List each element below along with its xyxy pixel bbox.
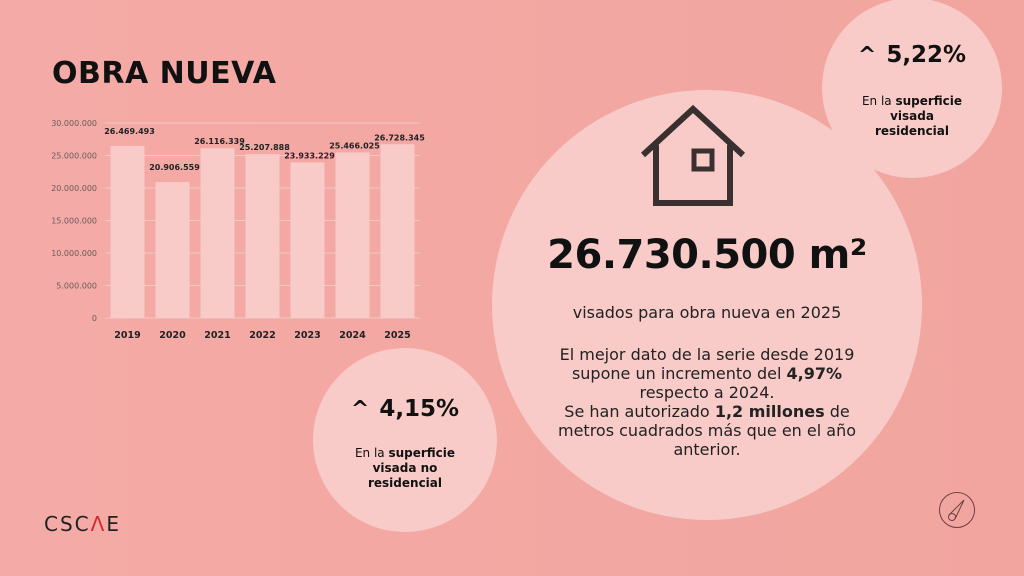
bar-chart: 0 5.000.000 10.000.000 15.000.000 20.000.000… (51, 119, 425, 341)
x-tick-label: 2019 (114, 330, 140, 341)
residencial-circle: ^ 5,22% En la superficie visada residenci… (822, 0, 1002, 178)
x-tick-label: 2020 (159, 330, 186, 341)
bar-2023 (290, 162, 325, 318)
data-label: 20.906.559 (149, 163, 200, 172)
cscae-logo: CSCΛE (44, 512, 121, 536)
y-tick-label: 25.000.000 (51, 152, 97, 161)
main-description: El mejor dato de la serie desde 2019 sup… (557, 345, 856, 459)
data-label: 25.207.888 (239, 143, 290, 152)
x-tick-label: 2024 (339, 330, 366, 341)
residencial-pct: ^ 5,22% (857, 42, 967, 68)
x-tick-label: 2021 (204, 330, 230, 341)
y-tick-label: 0 (92, 314, 97, 323)
bar-2020 (155, 182, 190, 318)
bar-2019 (110, 145, 145, 318)
caret-up-icon: ^ (350, 397, 370, 422)
no-residencial-caption: En la superficie visada no residencial (354, 446, 456, 490)
no-residencial-pct: ^ 4,15% (350, 396, 460, 422)
data-label: 26.728.345 (374, 133, 425, 142)
y-tick-label: 30.000.000 (51, 119, 97, 128)
main-subtitle: visados para obra nueva en 2025 (572, 303, 842, 322)
bar-2024 (335, 152, 370, 318)
x-tick-label: 2022 (249, 330, 275, 341)
data-label: 26.469.493 (104, 127, 155, 136)
y-tick-label: 15.000.000 (51, 217, 97, 226)
main-circle (492, 90, 922, 520)
y-tick-label: 10.000.000 (51, 249, 97, 258)
x-tick-label: 2025 (384, 330, 410, 341)
page-title: OBRA NUEVA (52, 56, 277, 91)
caret-up-icon: ^ (857, 43, 877, 68)
house-icon (640, 104, 746, 206)
bar-2022 (245, 154, 280, 318)
bar-2021 (200, 148, 235, 318)
gauge-icon[interactable] (937, 490, 977, 530)
y-tick-label: 20.000.000 (51, 184, 97, 193)
data-label: 25.466.025 (329, 141, 380, 150)
no-residencial-circle: ^ 4,15% En la superficie visada no reside… (313, 348, 497, 532)
data-label: 26.116.339 (194, 137, 245, 146)
y-tick-label: 5.000.000 (56, 282, 97, 291)
main-value: 26.730.500 m² (547, 232, 867, 278)
residencial-caption: En la superficie visada residencial (861, 94, 963, 138)
bar-2025 (380, 144, 415, 318)
data-label: 23.933.229 (284, 151, 335, 160)
x-tick-label: 2023 (294, 330, 320, 341)
